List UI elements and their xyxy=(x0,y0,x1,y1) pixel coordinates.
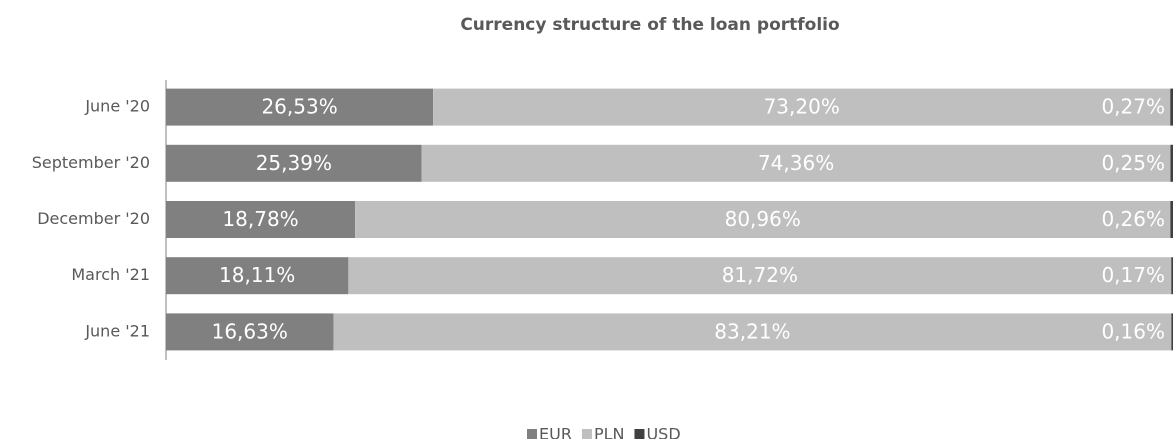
bar-segment xyxy=(421,144,1171,182)
legend-label: EUR xyxy=(539,425,572,439)
data-label: 18,11% xyxy=(219,263,295,287)
bar-segment xyxy=(1171,313,1173,351)
data-label: 0,27% xyxy=(1101,95,1165,119)
legend-swatch xyxy=(527,429,537,439)
bar-segment xyxy=(166,257,349,295)
data-label: 0,25% xyxy=(1101,151,1165,175)
bar-segment xyxy=(433,88,1171,126)
bar-segment xyxy=(1170,144,1173,182)
bar-segment xyxy=(1170,88,1173,126)
y-tick-label: September '20 xyxy=(32,153,150,172)
bar-segment xyxy=(1171,257,1173,295)
data-label: 0,16% xyxy=(1101,319,1165,343)
data-label: 18,78% xyxy=(222,207,298,231)
data-label: 83,21% xyxy=(714,319,790,343)
y-tick-label: March '21 xyxy=(71,265,150,284)
bar-segment xyxy=(166,313,334,351)
bar-segment xyxy=(166,88,434,126)
y-tick-label: June '21 xyxy=(84,321,150,340)
y-tick-label: December '20 xyxy=(37,209,150,228)
data-label: 0,26% xyxy=(1101,207,1165,231)
legend-label: PLN xyxy=(594,425,625,439)
legend-label: USD xyxy=(646,425,680,439)
bar-segment xyxy=(166,144,422,182)
legend-swatch xyxy=(581,429,592,439)
data-label: 80,96% xyxy=(725,207,801,231)
bar-segment xyxy=(1170,201,1173,238)
data-label: 16,63% xyxy=(212,319,288,343)
data-label: 0,17% xyxy=(1101,263,1165,287)
data-label: 74,36% xyxy=(758,151,834,175)
bar-segment xyxy=(348,257,1172,295)
y-tick-label: June '20 xyxy=(84,97,150,116)
bar-segment xyxy=(166,201,356,238)
legend-swatch xyxy=(634,429,645,439)
bar-segment xyxy=(355,201,1171,238)
data-label: 26,53% xyxy=(261,95,337,119)
data-label: 73,20% xyxy=(764,95,840,119)
data-label: 25,39% xyxy=(256,151,332,175)
chart-title: Currency structure of the loan portfolio xyxy=(460,15,839,35)
bar-segment xyxy=(333,313,1172,351)
data-label: 81,72% xyxy=(722,263,798,287)
